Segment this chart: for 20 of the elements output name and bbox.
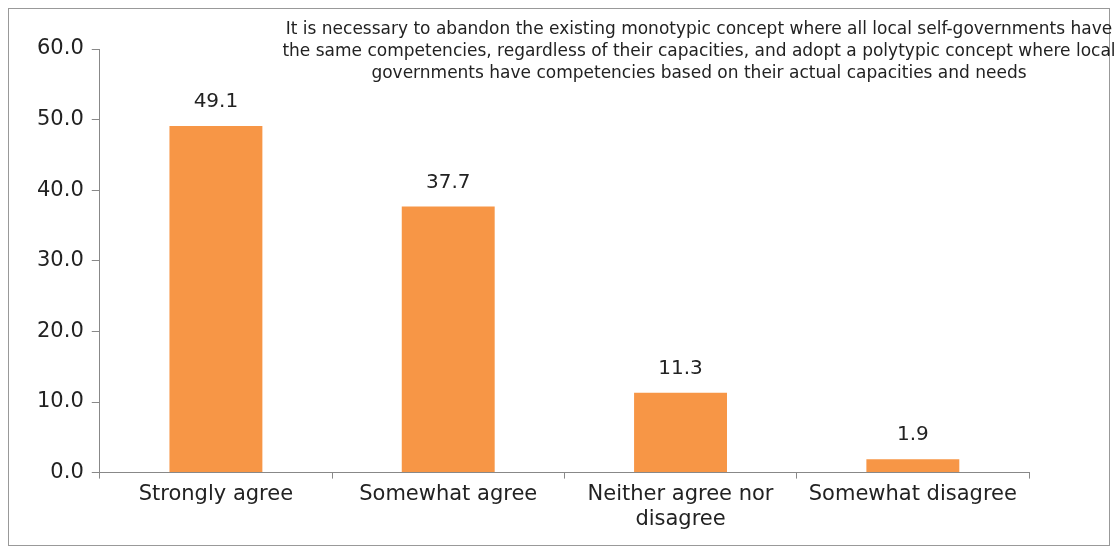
y-tick-label: 30.0 <box>36 247 84 272</box>
x-tick-label: Somewhat disagree <box>808 480 1017 505</box>
y-tick-label: 0.0 <box>50 459 84 484</box>
bar <box>634 392 727 473</box>
bar <box>866 459 960 473</box>
y-tick-label: 20.0 <box>36 317 84 342</box>
y-tick-label: 10.0 <box>36 388 84 413</box>
data-label: 11.3 <box>658 355 703 380</box>
x-tick-label: Somewhat agree <box>359 480 538 505</box>
data-label: 37.7 <box>425 168 471 193</box>
data-label: 49.1 <box>193 88 239 113</box>
bar <box>401 206 495 473</box>
bar <box>169 125 263 473</box>
chart-title: It is necessary to abandon the existing monotypic concept where all local self-governments have the same competencies, regardless of their capacities, and adopt a polytypic concept where local governments have competencies based on their actual capacities and needs <box>281 17 1117 83</box>
x-tick-label: Strongly agree <box>138 480 294 505</box>
x-tick-label: Neither agree nor disagree <box>587 480 774 530</box>
y-tick-label: 50.0 <box>36 106 84 131</box>
y-tick-label: 40.0 <box>36 176 84 201</box>
data-label: 1.9 <box>896 421 929 446</box>
y-tick-label: 60.0 <box>36 35 84 60</box>
